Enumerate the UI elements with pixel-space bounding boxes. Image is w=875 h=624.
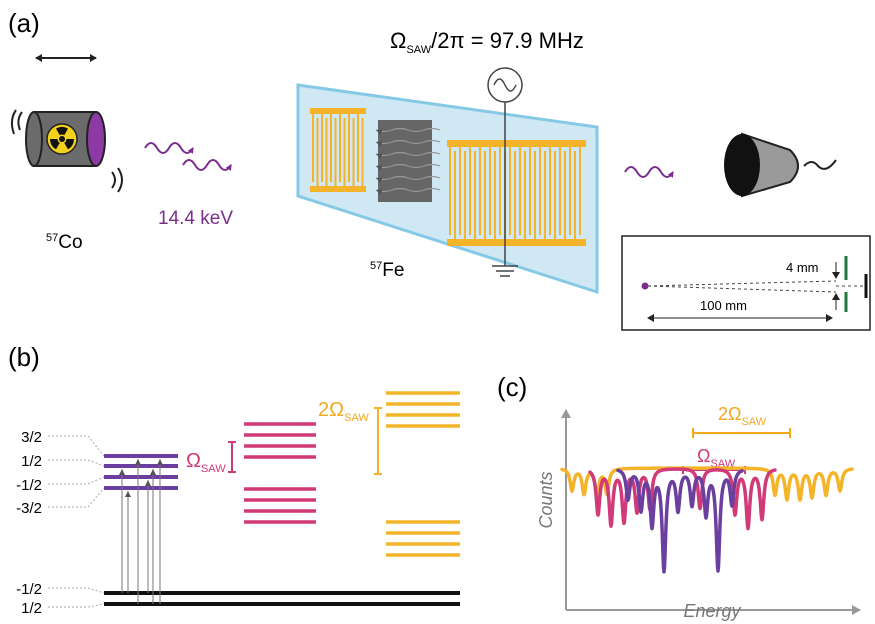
level-label: -1/2 [16,581,42,598]
finger [464,151,466,246]
panel-label: (a) [8,8,40,38]
sideband-bracket [374,408,382,474]
symbol: 2Ω [718,404,741,424]
finger [564,151,566,246]
symbol: 2Ω [318,399,344,421]
subscript: SAW [406,44,431,56]
finger [529,140,531,235]
symbol: Ω [697,446,710,466]
finger [317,118,319,192]
source-label: 57Co [46,232,83,253]
subscript: SAW [201,463,226,475]
finger [569,140,571,235]
finger [357,108,359,182]
element: Co [58,232,82,253]
finger [469,140,471,235]
energy-label: 14.4 keV [158,208,233,229]
finger [539,140,541,235]
finger [330,108,332,182]
finger [479,140,481,235]
finger [544,151,546,246]
finger [339,108,341,182]
y-axis-label: Counts [536,471,556,528]
finger [335,118,337,192]
level-label: 1/2 [21,453,42,470]
level-connector [48,477,104,484]
bus-bar [447,140,586,147]
finger [344,118,346,192]
finger [509,140,511,235]
sideband-label: 2ΩSAW [718,404,767,428]
gamma-wave [183,160,231,170]
level-label: -3/2 [16,500,42,517]
level-connector [48,436,104,456]
finger [549,140,551,235]
level-connector [48,604,104,607]
panel-label: (c) [497,372,527,402]
finger [459,140,461,235]
finger [489,140,491,235]
finger [326,118,328,192]
level-label: -1/2 [16,477,42,494]
finger [353,118,355,192]
x-axis-label: Energy [683,601,741,621]
spectrum-line [618,470,742,571]
mass-number: 57 [46,232,58,244]
level-connector [48,488,104,507]
gamma-wave [625,167,673,177]
source-drive [12,110,122,192]
finger [362,118,364,192]
frequency-label: ΩSAW/2π = 97.9 MHz [390,28,584,56]
detector [724,134,836,196]
finger [454,151,456,246]
finger [559,140,561,235]
figure: (a) ΩSAW/2π = 97.9 MHz 57Co 14.4 keV 57F… [0,0,875,624]
finger [449,140,451,235]
level-label: 3/2 [21,429,42,446]
finger [534,151,536,246]
symbol: Ω [390,28,406,53]
finger [519,140,521,235]
subscript: SAW [741,416,766,428]
finger [484,151,486,246]
sideband-label: ΩSAW [186,450,226,475]
distance-label: 100 mm [700,298,747,313]
subscript: SAW [344,412,369,424]
sideband-bracket [693,428,790,438]
finger [348,108,350,182]
geometry-inset [622,236,870,330]
finger [499,140,501,235]
finger [579,140,581,235]
finger [514,151,516,246]
gap-label: 4 mm [786,260,819,275]
level-connector [48,588,104,593]
panel-label: (b) [8,342,40,372]
gamma-wave [145,143,193,153]
symbol: Ω [186,450,201,472]
sideband-bracket [228,442,236,472]
finger [312,108,314,182]
finger [474,151,476,246]
frequency-value: /2π = 97.9 MHz [431,28,584,53]
absorber-label: 57Fe [370,260,404,281]
finger [494,151,496,246]
energy-levels: 3/2 1/2 -1/2 -3/2 -1/2 1/2 [16,393,460,617]
finger [554,151,556,246]
finger [574,151,576,246]
level-connector [48,460,104,466]
spectrum [562,468,852,572]
mass-number: 57 [370,260,382,272]
finger [524,151,526,246]
element: Fe [382,260,404,281]
level-label: 1/2 [21,600,42,617]
sideband-label: 2ΩSAW [318,399,369,424]
finger [321,108,323,182]
